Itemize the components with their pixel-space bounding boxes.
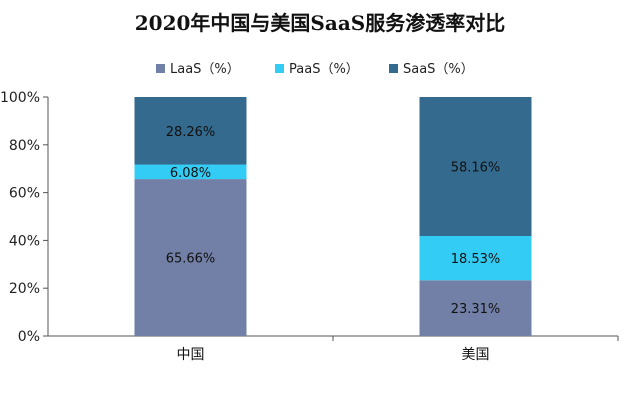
data-label: 28.26% [166,125,216,140]
legend-label: LaaS（%） [170,62,240,77]
legend-swatch [156,64,165,73]
y-tick-label: 20% [9,281,40,297]
data-label: 65.66% [166,252,216,267]
bar-segment [134,179,247,336]
chart-title: 2020年中国与美国SaaS服务渗透率对比 [135,11,505,35]
legend-label: SaaS（%） [403,62,474,77]
x-tick-label: 美国 [462,347,490,363]
data-label: 18.53% [451,252,501,267]
data-label: 58.16% [451,161,501,176]
legend-label: PaaS（%） [289,62,359,77]
data-label: 6.08% [170,166,211,181]
y-tick-label: 40% [9,233,40,249]
y-tick-label: 80% [9,138,40,154]
x-tick-label: 中国 [177,347,205,363]
bar-segment [419,236,532,281]
legend-swatch [389,64,398,73]
bar-segment [134,164,247,180]
legend: LaaS（%） PaaS（%） SaaS（%） [156,62,474,77]
y-tick-label: 0% [18,329,40,345]
data-label: 23.31% [451,302,501,317]
y-tick-label: 60% [9,186,40,202]
legend-swatch [275,64,284,73]
bar-segment [134,97,247,165]
y-tick-label: 100% [0,90,40,106]
bar-segment [419,280,532,336]
bar-segment [419,97,532,237]
bars: 65.66% 6.08% 28.26% 23.31% 18.53% 58.16% [134,97,532,336]
